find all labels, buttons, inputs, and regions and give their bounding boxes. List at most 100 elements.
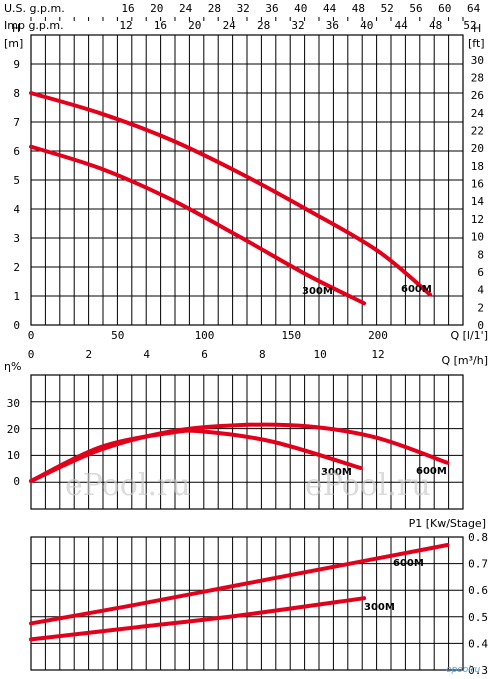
flow-m3h-tick: 10 <box>314 348 327 361</box>
head-y-tick-right: 6 <box>477 266 484 279</box>
head-y-tick-right: 8 <box>477 248 484 261</box>
top-axis-2-ticks: 12 16 20 24 28 32 36 40 44 48 52 <box>119 19 476 32</box>
top-axis-2-tick: 36 <box>326 19 339 32</box>
top-axis-1-tick: 52 <box>381 2 394 15</box>
top-axis-1-tick: 44 <box>323 2 337 15</box>
power-y-ticks: 0.3 0.4 0.5 0.6 0.7 0.8 <box>468 531 488 677</box>
power-curve-600m <box>29 542 450 626</box>
top-axis-1-tick: 40 <box>294 2 307 15</box>
head-y-tick-right: 20 <box>471 142 484 155</box>
head-x-tick: 150 <box>281 329 301 342</box>
top-axis-1-label: U.S. g.p.m. <box>4 2 65 15</box>
curve-label-300m-power: 300M <box>364 602 395 613</box>
power-label: P1 [Kw/Stage] <box>409 517 486 530</box>
top-axis-2-tick: 16 <box>154 19 167 32</box>
flow-m3h-tick: 0 <box>28 348 35 361</box>
head-y-tick-right: 10 <box>471 231 484 244</box>
head-curves <box>29 91 433 306</box>
top-axis-1-tick: 60 <box>438 2 451 15</box>
watermark-right: ePool.ru <box>305 468 431 503</box>
flow-m3h-ticks: 0 2 4 6 8 10 12 <box>28 348 385 361</box>
y-axis-right-unit: [ft] <box>468 37 485 50</box>
head-y-tick-right: 30 <box>471 54 484 67</box>
top-axis-1-tick: 20 <box>150 2 163 15</box>
head-y-tick-left: 0 <box>13 319 20 332</box>
top-axis-1-tick: 56 <box>409 2 422 15</box>
head-curve-300m <box>29 144 367 306</box>
head-x-ticks: 0 50 100 150 200 <box>28 329 388 342</box>
head-grid <box>30 34 464 326</box>
flow-m3h-tick: 12 <box>371 348 384 361</box>
top-axis-1-tick: 32 <box>237 2 250 15</box>
top-axis-2-tick: 40 <box>360 19 373 32</box>
power-y-tick: 0.7 <box>468 558 488 571</box>
head-y-tick-left: 5 <box>13 174 20 187</box>
efficiency-curves <box>29 422 450 483</box>
head-y-tick-right: 2 <box>477 301 484 314</box>
watermark-left: ePool.ru <box>65 468 191 503</box>
top-axis-2-tick: 32 <box>291 19 304 32</box>
head-y-tick-right: 26 <box>471 89 484 102</box>
head-y-tick-left: 7 <box>13 116 20 129</box>
head-y-tick-right: 0 <box>477 319 484 332</box>
top-axis-1-tick: 24 <box>179 2 193 15</box>
head-y-ticks-left: 0 1 2 3 4 5 6 7 8 9 <box>13 58 20 332</box>
efficiency-y-tick: 30 <box>7 397 20 410</box>
power-y-tick: 0.6 <box>468 584 488 597</box>
top-axis-2-tick: 20 <box>188 19 201 32</box>
top-axis-1-tick: 36 <box>265 2 278 15</box>
head-y-tick-right: 16 <box>471 178 484 191</box>
power-curves <box>29 542 450 642</box>
head-y-tick-left: 9 <box>13 58 20 71</box>
top-axis-2-tick: 28 <box>257 19 270 32</box>
power-y-tick: 0.5 <box>468 611 488 624</box>
efficiency-y-tick: 0 <box>13 475 20 488</box>
y-axis-right-label: H <box>473 22 481 35</box>
efficiency-grid-frame <box>30 374 464 510</box>
curve-label-600m-power: 600M <box>393 558 424 569</box>
top-axis-1-ticks: 16 20 24 28 32 36 40 44 48 52 56 60 64 <box>30 2 481 21</box>
flow-m3h-tick: 6 <box>201 348 208 361</box>
x-axis-2-label: Q [m³/h] <box>441 354 488 367</box>
head-y-tick-right: 4 <box>477 284 484 297</box>
head-y-tick-right: 12 <box>471 213 484 226</box>
head-x-tick: 100 <box>195 329 215 342</box>
head-x-tick: 50 <box>111 329 124 342</box>
head-curve-600m <box>29 91 433 297</box>
head-y-tick-left: 8 <box>13 87 20 100</box>
head-y-tick-right: 18 <box>471 160 484 173</box>
efficiency-y-tick: 10 <box>7 449 20 462</box>
power-curve-300m <box>29 596 367 642</box>
flow-m3h-tick: 4 <box>143 348 150 361</box>
top-axis-1-tick: 16 <box>121 2 134 15</box>
head-y-tick-right: 24 <box>471 107 485 120</box>
curve-label-300m-head: 300M <box>302 286 333 297</box>
curve-label-600m-eff: 600M <box>416 466 447 477</box>
efficiency-grid <box>30 374 464 510</box>
efficiency-curve-600m <box>29 422 450 483</box>
head-x-tick: 0 <box>28 329 35 342</box>
top-axis-2-tick: 24 <box>223 19 237 32</box>
head-y-tick-left: 3 <box>13 232 20 245</box>
x-axis-label: Q [l/1'] <box>450 329 488 342</box>
top-axis-1-tick: 64 <box>467 2 481 15</box>
top-axis-1-tick: 28 <box>208 2 221 15</box>
power-grid <box>30 536 464 671</box>
power-y-tick: 0.3 <box>468 664 488 677</box>
head-y-tick-right: 22 <box>471 125 484 138</box>
head-y-tick-left: 1 <box>13 290 20 303</box>
y-axis-left-unit: [m] <box>4 37 23 50</box>
head-y-tick-left: 2 <box>13 261 20 274</box>
power-y-tick: 0.8 <box>468 531 488 544</box>
top-axis-1-tick: 48 <box>352 2 365 15</box>
y-axis-left-label: H <box>12 22 20 35</box>
power-grid-frame <box>30 536 464 671</box>
top-axis-2-tick: 12 <box>119 19 132 32</box>
head-x-tick: 200 <box>368 329 388 342</box>
flow-m3h-tick: 8 <box>259 348 266 361</box>
efficiency-y-ticks: 0 10 20 30 <box>7 397 20 488</box>
head-y-tick-right: 28 <box>471 71 484 84</box>
top-axis-2-tick: 44 <box>395 19 409 32</box>
